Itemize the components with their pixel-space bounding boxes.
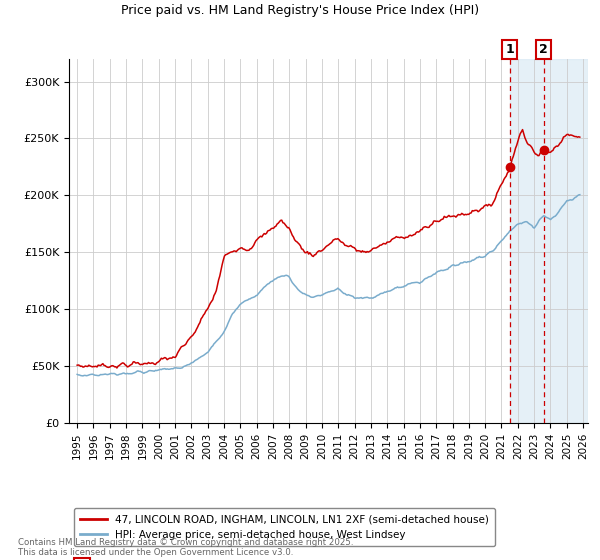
Text: Contains HM Land Registry data © Crown copyright and database right 2025.
This d: Contains HM Land Registry data © Crown c… [18, 538, 353, 557]
Text: 1: 1 [506, 43, 514, 56]
Text: 2: 2 [539, 43, 548, 56]
Bar [510, 59, 588, 423]
Legend: 47, LINCOLN ROAD, INGHAM, LINCOLN, LN1 2XF (semi-detached house), HPI: Average p: 47, LINCOLN ROAD, INGHAM, LINCOLN, LN1 2… [74, 508, 495, 546]
Text: Price paid vs. HM Land Registry's House Price Index (HPI): Price paid vs. HM Land Registry's House … [121, 4, 479, 17]
